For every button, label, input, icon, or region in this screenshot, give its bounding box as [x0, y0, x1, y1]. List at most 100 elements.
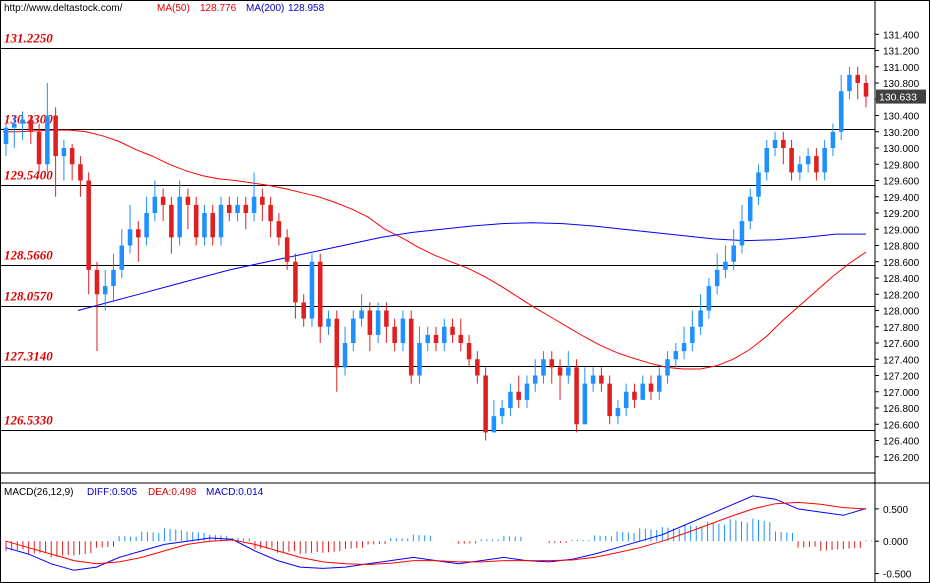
macd-tick-label: 0.500: [883, 505, 908, 516]
candle-body: [582, 383, 588, 425]
macd-value: MACD:0.014: [206, 487, 264, 498]
macd-tick-label: 0.000: [883, 537, 908, 548]
level-label: 128.0570: [4, 289, 53, 304]
level-label: 130.2300: [4, 112, 53, 127]
candle-body: [723, 261, 728, 270]
candle-body: [45, 115, 50, 165]
candle-body: [226, 204, 232, 213]
candle-body: [499, 408, 505, 417]
candle-body: [830, 131, 836, 148]
candle-body: [367, 310, 373, 335]
candle-body: [86, 180, 91, 270]
candle-body: [268, 204, 273, 222]
price-tick-label: 128.800: [883, 242, 920, 253]
candle-body: [61, 148, 67, 157]
ma50-line: [3, 129, 867, 370]
ma200-label: MA(200): [246, 3, 285, 14]
candle-body: [218, 204, 224, 238]
candle-body: [557, 367, 563, 376]
candle-body: [814, 156, 819, 173]
macd-params: MACD(26,12,9): [4, 487, 74, 498]
candle-body: [656, 375, 662, 392]
candle-body: [326, 318, 331, 327]
candle-body: [119, 245, 125, 270]
candle-body: [417, 343, 422, 376]
price-tick-label: 129.000: [883, 225, 920, 236]
candle-body: [756, 172, 761, 197]
candle-body: [599, 375, 604, 384]
price-tick-label: 129.400: [883, 193, 920, 204]
candle-body: [648, 383, 654, 392]
ma50-label: MA(50): [157, 3, 190, 14]
price-tick-label: 127.200: [883, 372, 920, 383]
price-tick-label: 131.000: [883, 63, 920, 74]
price-tick-label: 130.000: [883, 144, 920, 155]
candle-body: [359, 310, 364, 319]
price-tick-label: 130.800: [883, 79, 920, 90]
candle-body: [177, 196, 182, 238]
price-tick-label: 127.000: [883, 388, 920, 399]
candle-body: [169, 204, 174, 238]
candle-body: [53, 115, 58, 157]
candle-body: [739, 221, 745, 246]
candle-body: [309, 261, 315, 319]
current-price-box: [876, 89, 926, 104]
candle-body: [94, 269, 100, 295]
candle-body: [375, 310, 381, 335]
candle-body: [284, 237, 290, 262]
candle-body: [607, 383, 612, 417]
current-price-label: 130.633: [879, 92, 917, 104]
price-tick-label: 130.200: [883, 128, 920, 139]
candle-body: [532, 375, 538, 384]
candle-body: [524, 383, 530, 400]
candle-body: [210, 213, 216, 238]
source-url[interactable]: http://www.deltastock.com/: [4, 3, 123, 14]
candle-body: [408, 318, 414, 376]
price-tick-label: 128.000: [883, 307, 920, 318]
candle-body: [392, 326, 397, 343]
candle-body: [838, 91, 844, 132]
candle-body: [69, 148, 75, 165]
candle-body: [36, 131, 42, 165]
price-tick-label: 126.800: [883, 404, 920, 415]
candle-body: [574, 367, 579, 425]
candle-body: [425, 334, 431, 343]
candle-body: [276, 221, 282, 238]
price-tick-label: 126.600: [883, 420, 920, 431]
macd-tick-label: -0.500: [883, 570, 912, 581]
candle-body: [508, 391, 513, 408]
price-tick-label: 127.800: [883, 323, 920, 334]
candle-body: [102, 286, 108, 295]
candle-body: [698, 310, 703, 327]
candle-body: [202, 213, 207, 238]
candle-body: [251, 196, 257, 213]
candle-body: [235, 204, 240, 213]
candle-body: [475, 359, 480, 376]
candle-body: [317, 261, 323, 327]
ma200-line: [77, 222, 866, 311]
candle-body: [20, 119, 25, 124]
candle-body: [28, 119, 34, 132]
candle-body: [714, 269, 720, 287]
level-label: 127.3140: [4, 349, 53, 364]
candle-body: [772, 139, 778, 148]
candle-body: [863, 83, 869, 97]
candle-body: [111, 269, 116, 287]
candle-body: [640, 383, 646, 400]
macd-diff: DIFF:0.505: [87, 487, 138, 498]
candle-body: [549, 359, 555, 368]
candle-body: [160, 196, 166, 205]
candle-body: [260, 196, 265, 205]
price-tick-label: 128.600: [883, 258, 920, 269]
price-tick-label: 131.200: [883, 47, 920, 58]
candle-body: [855, 74, 861, 83]
candle-body: [747, 196, 753, 222]
candle-body: [441, 326, 447, 343]
ma200-value: 128.958: [288, 3, 325, 14]
level-label: 128.5660: [4, 248, 53, 263]
price-tick-label: 129.200: [883, 209, 920, 220]
candle-body: [152, 196, 158, 213]
candle-body: [136, 229, 141, 238]
